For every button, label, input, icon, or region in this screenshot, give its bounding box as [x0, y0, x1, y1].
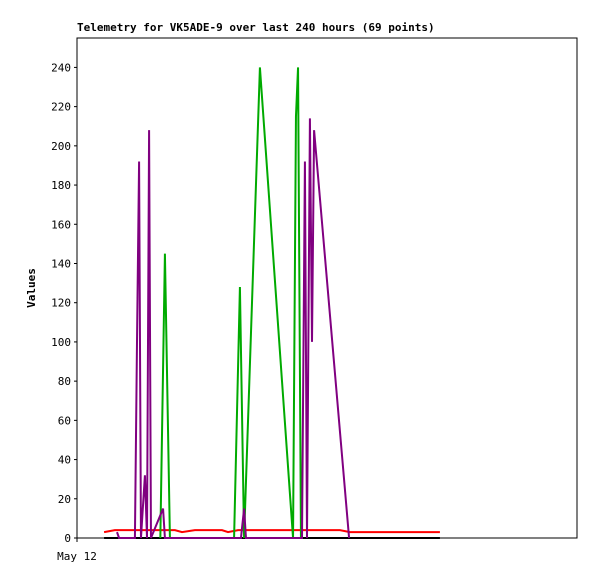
y-tick-label: 40: [58, 454, 71, 467]
y-tick-label: 100: [51, 336, 71, 349]
y-tick-label: 180: [51, 179, 71, 192]
y-tick-label: 80: [58, 375, 71, 388]
series-line: [159, 67, 302, 539]
y-tick-label: 20: [58, 493, 71, 506]
series-line: [116, 118, 351, 539]
chart-title: Telemetry for VK5ADE-9 over last 240 hou…: [77, 21, 435, 34]
y-tick-label: 220: [51, 101, 71, 114]
y-tick-label: 60: [58, 414, 71, 427]
y-axis-label: Values: [25, 268, 38, 308]
y-tick-label: 200: [51, 140, 71, 153]
y-tick-label: 120: [51, 297, 71, 310]
y-tick-label: 160: [51, 218, 71, 231]
y-tick-label: 0: [64, 532, 71, 545]
x-tick-label: May 12: [57, 550, 97, 563]
y-tick-label: 240: [51, 61, 71, 74]
y-tick-label: 140: [51, 257, 71, 270]
